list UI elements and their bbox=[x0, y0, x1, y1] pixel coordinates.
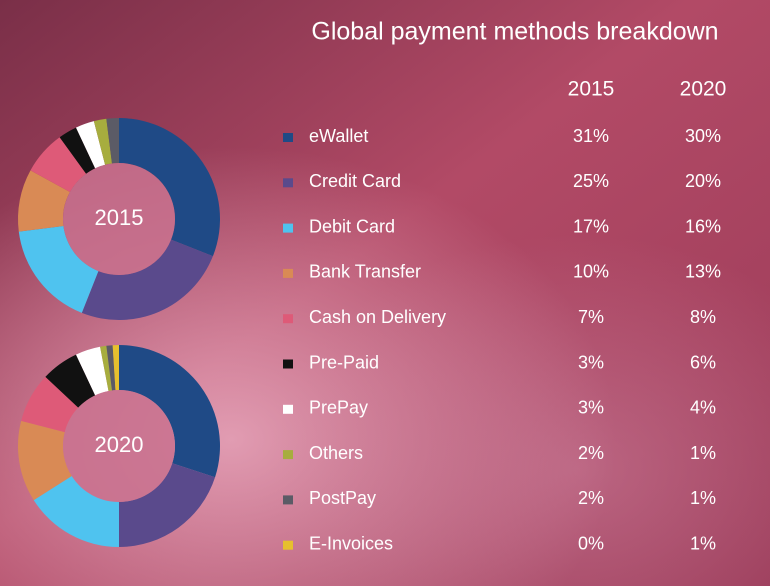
legend-label: Others bbox=[309, 443, 363, 463]
value-label: 13% bbox=[685, 262, 721, 282]
donut-segment bbox=[106, 118, 119, 164]
donut-segment bbox=[75, 346, 109, 396]
donut-segment bbox=[112, 345, 119, 391]
donut-hole bbox=[63, 163, 175, 275]
value-label: 2% bbox=[578, 488, 604, 508]
value-label: 3% bbox=[578, 352, 604, 372]
value-label: 1% bbox=[690, 533, 716, 553]
donut-segment bbox=[119, 463, 216, 547]
legend-swatch bbox=[283, 359, 293, 369]
donut-segment bbox=[119, 118, 220, 257]
value-label: 7% bbox=[578, 307, 604, 327]
legend-swatch bbox=[283, 495, 293, 505]
legend-swatch bbox=[283, 178, 293, 188]
chart-title: Global payment methods breakdown bbox=[311, 18, 718, 46]
donut-segment bbox=[119, 345, 220, 478]
column-header: 2015 bbox=[568, 78, 615, 101]
value-label: 17% bbox=[573, 216, 609, 236]
donut-segment bbox=[100, 345, 112, 391]
value-label: 10% bbox=[573, 262, 609, 282]
legend-label: PrePay bbox=[309, 398, 368, 418]
value-label: 16% bbox=[685, 216, 721, 236]
legend-label: Debit Card bbox=[309, 216, 395, 236]
value-label: 25% bbox=[573, 171, 609, 191]
donut-segment bbox=[59, 127, 96, 174]
legend-label: Pre-Paid bbox=[309, 352, 379, 372]
donut-segment bbox=[17, 170, 70, 232]
legend-swatch bbox=[283, 450, 293, 460]
legend-swatch bbox=[283, 133, 293, 142]
value-label: 30% bbox=[685, 126, 721, 146]
legend-swatch bbox=[283, 223, 293, 233]
donut-center-label: 2020 bbox=[95, 432, 144, 457]
donut-segment bbox=[17, 420, 72, 501]
value-label: 8% bbox=[690, 307, 716, 327]
legend-label: Bank Transfer bbox=[309, 262, 421, 282]
legend-swatch bbox=[283, 268, 293, 278]
value-label: 0% bbox=[578, 533, 604, 553]
legend-label: Cash on Delivery bbox=[309, 307, 446, 327]
legend-swatch bbox=[283, 404, 293, 414]
legend-label: PostPay bbox=[309, 488, 376, 508]
donut-segment bbox=[75, 121, 106, 169]
value-label: 4% bbox=[690, 398, 716, 418]
donut-segment bbox=[81, 239, 213, 320]
value-label: 1% bbox=[690, 488, 716, 508]
value-label: 1% bbox=[690, 443, 716, 463]
donut-segment bbox=[45, 354, 96, 408]
donut-segment bbox=[33, 476, 119, 547]
value-label: 2% bbox=[578, 443, 604, 463]
donut-segment bbox=[93, 118, 112, 165]
column-header: 2020 bbox=[680, 78, 727, 101]
donut-hole bbox=[63, 390, 175, 502]
donut-segment bbox=[21, 376, 79, 433]
donut-segment bbox=[106, 345, 116, 391]
donut-segment bbox=[18, 226, 99, 313]
legend-swatch bbox=[283, 540, 293, 550]
legend-label: E-Invoices bbox=[309, 533, 393, 553]
value-label: 3% bbox=[578, 398, 604, 418]
value-label: 20% bbox=[685, 171, 721, 191]
value-label: 6% bbox=[690, 352, 716, 372]
legend-label: Credit Card bbox=[309, 171, 401, 191]
donut-center-label: 2015 bbox=[95, 205, 144, 230]
donut-segment bbox=[30, 137, 87, 193]
legend-swatch bbox=[283, 314, 293, 324]
legend-label: eWallet bbox=[309, 126, 368, 146]
value-label: 31% bbox=[573, 126, 609, 146]
